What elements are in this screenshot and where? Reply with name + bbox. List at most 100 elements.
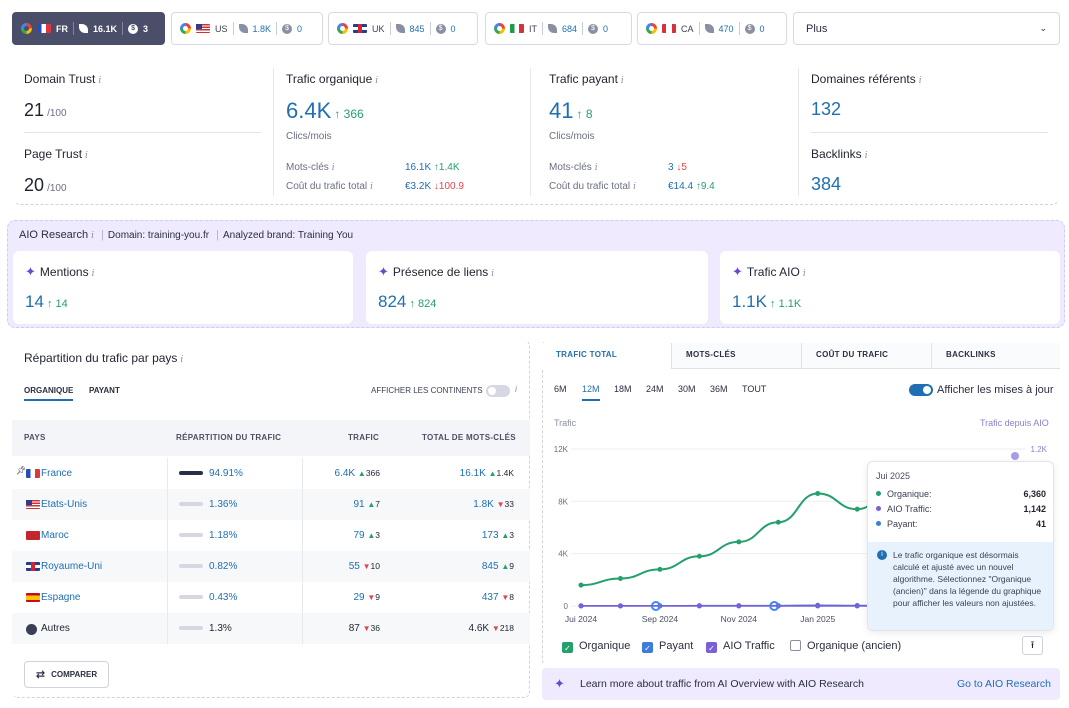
export-icon[interactable]: ⭱: [1022, 636, 1043, 655]
data-point[interactable]: [657, 566, 663, 572]
pin-icon[interactable]: 📌︎: [16, 466, 27, 475]
info-icon[interactable]: i: [180, 355, 184, 365]
data-point[interactable]: [815, 490, 821, 496]
google-update-icon[interactable]: [769, 601, 780, 611]
info-icon[interactable]: i: [864, 151, 868, 161]
keywords-value[interactable]: 845 ▲9: [481, 561, 514, 572]
traffic-value[interactable]: 79 ▲3: [353, 530, 380, 541]
aio-card-links[interactable]: ✦ Présence de liens i 824 ↑ 824: [366, 251, 708, 324]
ref-domains-value[interactable]: 132: [811, 99, 842, 119]
data-point[interactable]: [815, 603, 821, 609]
period-24m[interactable]: 24M: [646, 384, 664, 394]
data-point[interactable]: [578, 603, 584, 609]
traffic-value[interactable]: 55 ▼10: [348, 561, 380, 572]
keywords-value[interactable]: 437 ▼8: [481, 592, 514, 603]
paid-kw-value[interactable]: 3 ↓5: [668, 162, 687, 173]
info-icon[interactable]: i: [515, 384, 517, 394]
tab-total-traffic[interactable]: TRAFIC TOTAL: [542, 343, 671, 369]
keywords-value[interactable]: 173 ▲3: [481, 530, 514, 541]
leaf-icon: [395, 24, 405, 33]
legend-aio-traffic[interactable]: ✓ AIO Traffic: [706, 640, 775, 653]
flag-icon: [37, 24, 51, 33]
continents-toggle[interactable]: [486, 385, 510, 397]
data-point[interactable]: [854, 603, 860, 609]
banner-link[interactable]: Go to AIO Research: [957, 678, 1051, 690]
period-18m[interactable]: 18M: [614, 384, 632, 394]
db-fr[interactable]: FR 16.1K $3: [12, 12, 165, 45]
organic-traffic-value[interactable]: 6.4K ↑ 366: [286, 98, 364, 123]
x-tick-label: Nov 2024: [721, 614, 758, 624]
google-icon: [180, 23, 191, 34]
share-bar: [179, 471, 203, 475]
ref-domains-label: Domaines référents i: [811, 72, 922, 86]
data-point[interactable]: [736, 539, 742, 545]
info-icon[interactable]: i: [98, 76, 102, 86]
info-icon[interactable]: i: [918, 76, 922, 86]
data-point[interactable]: [696, 603, 702, 609]
col-keywords[interactable]: TOTAL DE MOTS-CLÉS: [422, 433, 516, 442]
info-icon[interactable]: i: [620, 76, 624, 86]
country-name[interactable]: Etats-Unis: [41, 499, 88, 510]
period-36m[interactable]: 36M: [710, 384, 728, 394]
share-value: 1.36%: [209, 499, 238, 510]
data-point[interactable]: [578, 582, 584, 588]
info-icon[interactable]: i: [375, 76, 379, 86]
page-trust-label: Page Trust i: [24, 147, 88, 161]
keywords-value[interactable]: 16.1K ▲1.4K: [459, 468, 514, 479]
google-icon: [646, 23, 657, 34]
traffic-value[interactable]: 91 ▲7: [353, 499, 380, 510]
tab-paid[interactable]: PAYANT: [89, 386, 120, 395]
tab-backlinks[interactable]: BACKLINKS: [931, 343, 1060, 369]
db-uk[interactable]: UK 845 $0: [328, 12, 478, 45]
data-point[interactable]: [617, 603, 623, 609]
aio-card-traffic[interactable]: ✦ Trafic AIO i 1.1K ↑ 1.1K: [720, 251, 1060, 324]
data-point[interactable]: [696, 553, 702, 559]
table-row: Autres 1.3% 87 ▼36 4.6K ▼218: [12, 613, 530, 644]
traffic-value[interactable]: 29 ▼9: [353, 592, 380, 603]
col-share[interactable]: RÉPARTITION DU TRAFIC: [176, 433, 282, 442]
leaf-icon: [704, 24, 714, 33]
aio-hover-point[interactable]: [1011, 452, 1019, 460]
compare-button[interactable]: ⇄ COMPARER: [24, 661, 109, 688]
share-bar: [179, 564, 203, 568]
db-us[interactable]: US 1.8K $0: [171, 12, 323, 45]
db-it[interactable]: IT 684 $0: [485, 12, 632, 45]
data-point[interactable]: [617, 576, 623, 582]
data-point[interactable]: [775, 519, 781, 525]
period-tout[interactable]: TOUT: [742, 384, 767, 394]
backlinks-value[interactable]: 384: [811, 174, 842, 194]
legend-organique-ancien-[interactable]: Organique (ancien): [790, 640, 901, 652]
aio-card-mentions[interactable]: ✦ Mentions i 14 ↑ 14: [13, 251, 353, 324]
country-name[interactable]: Maroc: [41, 530, 69, 541]
traffic-value[interactable]: 6.4K ▲366: [334, 468, 380, 479]
country-name[interactable]: Espagne: [41, 592, 81, 603]
legend-organique[interactable]: ✓ Organique: [562, 640, 630, 653]
keywords-value[interactable]: 1.8K ▼33: [473, 499, 514, 510]
period-6m[interactable]: 6M: [554, 384, 567, 394]
col-traffic[interactable]: TRAFIC: [348, 433, 380, 442]
tab-organic[interactable]: ORGANIQUE: [24, 386, 74, 401]
more-databases-select[interactable]: Plus ⌄: [793, 12, 1060, 45]
trend-panel: [542, 340, 1060, 666]
info-icon[interactable]: i: [85, 151, 88, 161]
organic-kw-value[interactable]: 16.1K ↑1.4K: [405, 162, 460, 173]
country-name[interactable]: France: [41, 468, 73, 479]
sparkle-icon: ✦: [25, 264, 36, 279]
col-country[interactable]: PAYS: [24, 433, 46, 442]
google-update-icon[interactable]: [650, 601, 661, 611]
domain-trust-label: Domain Trust i: [24, 72, 102, 86]
legend-payant[interactable]: ✓ Payant: [642, 640, 693, 653]
country-name[interactable]: Royaume-Uni: [41, 561, 103, 572]
tab-traffic-cost[interactable]: COÛT DU TRAFIC: [801, 343, 931, 369]
info-icon[interactable]: i: [91, 231, 94, 241]
tab-keywords[interactable]: MOTS-CLÉS: [671, 343, 801, 369]
db-ca[interactable]: CA 470 $0: [637, 12, 787, 45]
period-12m[interactable]: 12M: [582, 384, 600, 401]
data-point[interactable]: [736, 603, 742, 609]
updates-toggle[interactable]: [909, 384, 933, 396]
checkbox-icon: ✓: [642, 642, 653, 653]
data-point[interactable]: [854, 506, 860, 512]
period-30m[interactable]: 30M: [678, 384, 696, 394]
paid-traffic-value[interactable]: 41 ↑ 8: [549, 98, 593, 123]
checkbox-icon: ✓: [706, 642, 717, 653]
